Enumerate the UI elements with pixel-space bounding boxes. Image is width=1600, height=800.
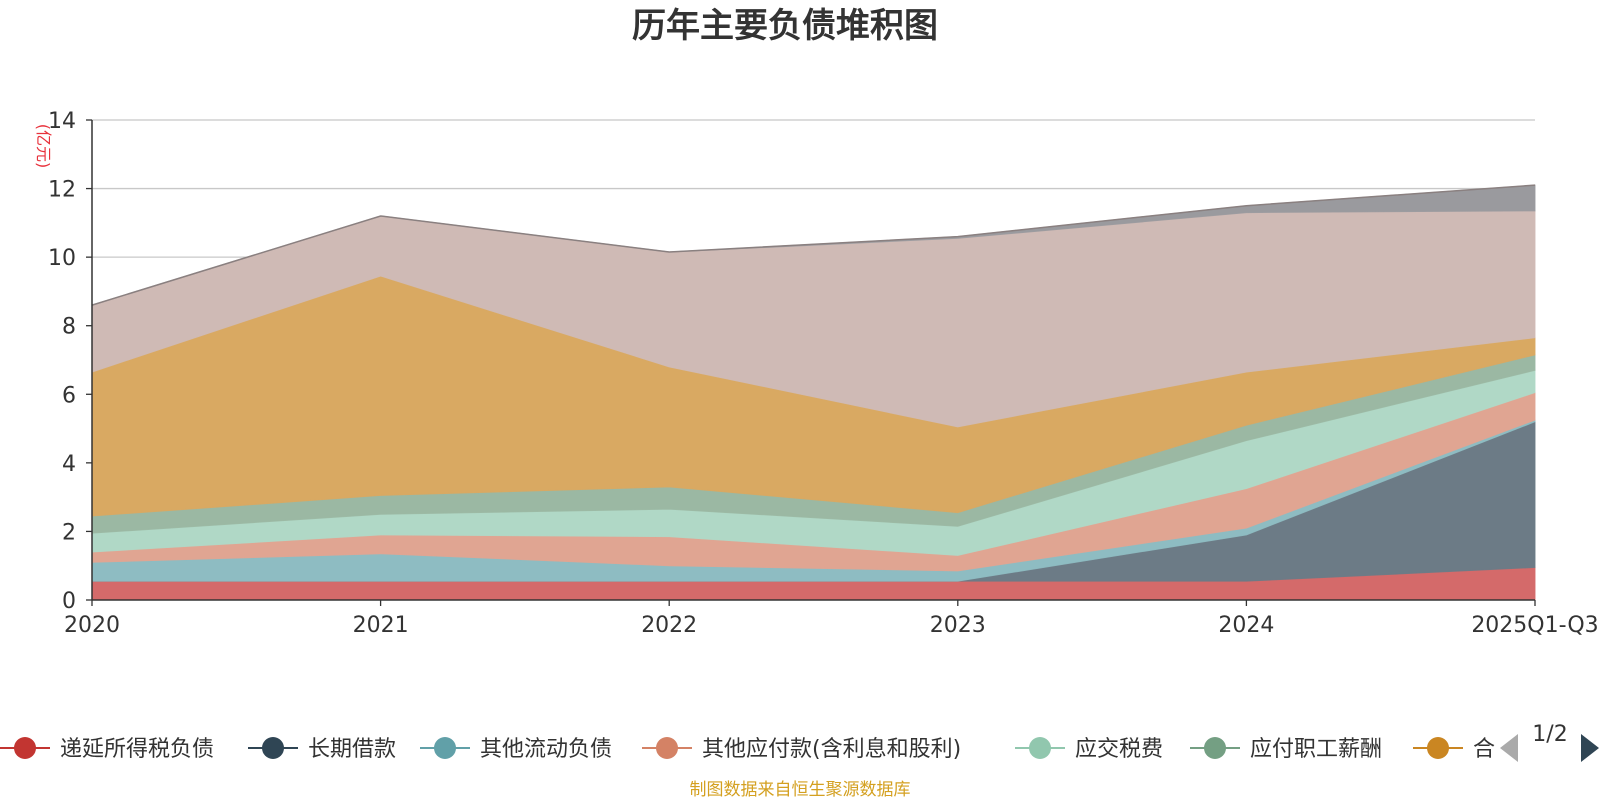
- legend-dot-icon: [434, 737, 456, 759]
- legend-label: 其他应付款(含利息和股利): [702, 737, 961, 762]
- y-tick-label: 6: [62, 383, 76, 408]
- area-series-group: [91, 184, 1536, 601]
- legend-item[interactable]: 其他流动负债: [420, 737, 612, 762]
- data-source-note: 制图数据来自恒生聚源数据库: [690, 780, 911, 800]
- y-tick-label: 14: [48, 109, 76, 134]
- total-outline: [91, 184, 1536, 306]
- x-tick-label: 2020: [64, 613, 120, 638]
- y-tick-label: 10: [48, 246, 76, 271]
- legend-pager: 1/2: [1500, 722, 1599, 762]
- y-tick-label: 12: [48, 178, 76, 203]
- y-axis-unit-label: (亿元): [34, 124, 53, 169]
- legend-label: 应交税费: [1075, 737, 1163, 762]
- legend-label: 应付职工薪酬: [1250, 737, 1382, 762]
- x-tick-label: 2025Q1-Q3: [1471, 613, 1598, 638]
- x-tick-label: 2022: [641, 613, 697, 638]
- y-tick-label: 0: [62, 589, 76, 614]
- legend-dot-icon: [1427, 737, 1449, 759]
- legend-label: 合: [1473, 737, 1495, 762]
- legend-page-indicator: 1/2: [1532, 722, 1567, 747]
- legend-dot-icon: [14, 737, 36, 759]
- y-axis-ticks: 0 2 4 6 8 10 12 14: [48, 109, 92, 614]
- legend-prev-arrow-icon[interactable]: [1500, 734, 1518, 762]
- legend-dot-icon: [1204, 737, 1226, 759]
- x-tick-label: 2021: [353, 613, 409, 638]
- y-tick-label: 2: [62, 520, 76, 545]
- y-tick-label: 4: [62, 452, 76, 477]
- chart-title: 历年主要负债堆积图: [632, 6, 938, 46]
- legend-item[interactable]: 长期借款: [248, 737, 396, 762]
- legend-next-arrow-icon[interactable]: [1581, 734, 1599, 762]
- legend-label: 递延所得税负债: [60, 737, 214, 762]
- legend-dot-icon: [1029, 737, 1051, 759]
- legend-item[interactable]: 合: [1413, 737, 1495, 762]
- legend-item[interactable]: 递延所得税负债: [0, 737, 214, 762]
- legend-label: 其他流动负债: [480, 737, 612, 762]
- legend: 递延所得税负债 长期借款 其他流动负债 其他应付款(含利息和股利) 应交税费 应付职工薪酬…: [0, 737, 1495, 762]
- axes: [91, 120, 1535, 601]
- legend-dot-icon: [656, 737, 678, 759]
- x-tick-label: 2024: [1218, 613, 1274, 638]
- legend-dot-icon: [262, 737, 284, 759]
- legend-item[interactable]: 应交税费: [1015, 737, 1163, 762]
- x-axis-ticks: 2020 2021 2022 2023 2024 2025Q1-Q3: [64, 600, 1599, 638]
- y-tick-label: 8: [62, 315, 76, 340]
- legend-item[interactable]: 应付职工薪酬: [1190, 737, 1382, 762]
- legend-label: 长期借款: [308, 737, 396, 762]
- legend-item[interactable]: 其他应付款(含利息和股利): [642, 737, 961, 762]
- x-tick-label: 2023: [930, 613, 986, 638]
